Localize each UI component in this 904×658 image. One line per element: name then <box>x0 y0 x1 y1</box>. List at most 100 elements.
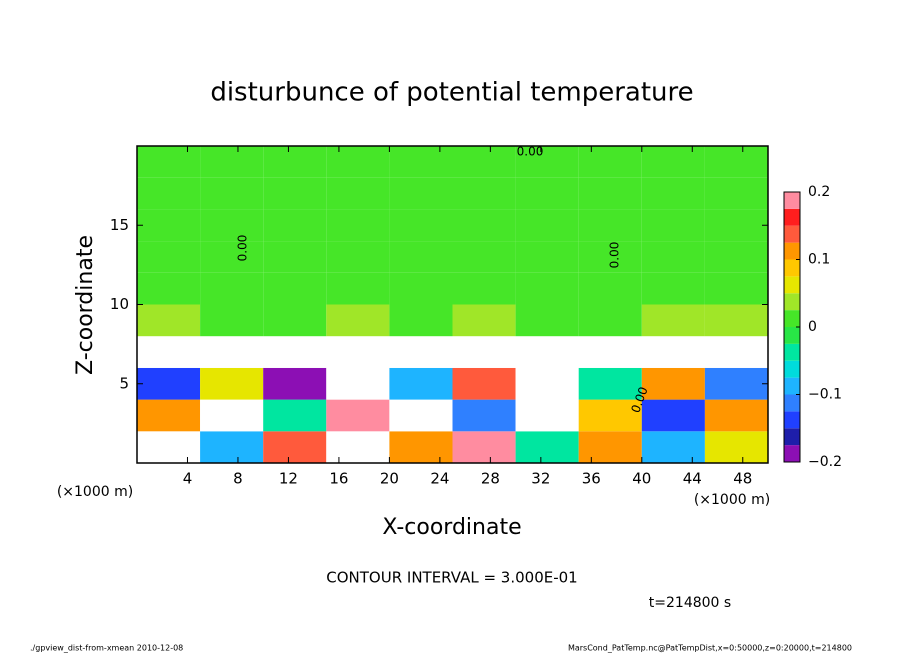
footer-right: MarsCond_PatTemp.nc@PatTempDist,x=0:5000… <box>568 644 852 653</box>
heatmap-cell <box>326 367 390 400</box>
chart-title: disturbunce of potential temperature <box>210 78 693 108</box>
heatmap-cell <box>137 431 201 463</box>
x-tick-label: 20 <box>380 470 399 488</box>
heatmap-cell <box>704 241 768 273</box>
heatmap-cell <box>578 241 642 273</box>
heatmap-cell <box>515 431 579 463</box>
heatmap-cell <box>452 209 516 242</box>
x-tick-label: 40 <box>632 470 651 488</box>
heatmap-cell <box>641 399 705 432</box>
heatmap-cell <box>389 304 453 337</box>
x-tick-label: 12 <box>279 470 298 488</box>
heatmap-cell <box>704 209 768 242</box>
colorbar-segment <box>784 259 800 277</box>
heatmap-cell <box>326 146 390 178</box>
heatmap-cell <box>137 177 201 210</box>
heatmap-cell <box>389 241 453 273</box>
heatmap-cell <box>452 431 516 463</box>
heatmap-cell <box>326 399 390 432</box>
y-tick-label: 15 <box>110 216 129 234</box>
heatmap-cell <box>452 399 516 432</box>
x-tick-label: 24 <box>430 470 449 488</box>
heatmap-cell <box>200 272 264 305</box>
x-tick-label: 44 <box>683 470 702 488</box>
heatmap-cell <box>200 241 264 273</box>
colorbar-segment <box>784 208 800 226</box>
heatmap-cell <box>641 431 705 463</box>
y-axis-label: Z-coordinate <box>73 235 98 375</box>
heatmap-cell <box>389 431 453 463</box>
colorbar-segment <box>784 445 800 462</box>
heatmap-cell <box>515 367 579 400</box>
y-tick-label: 10 <box>110 295 129 313</box>
x-tick-label: 36 <box>582 470 601 488</box>
heatmap-cell <box>704 367 768 400</box>
colorbar-segment <box>784 293 800 311</box>
colorbar-segment <box>784 394 800 412</box>
heatmap-cell <box>200 304 264 337</box>
colorbar-segment <box>784 276 800 294</box>
heatmap-cell <box>326 431 390 463</box>
heatmap-cell <box>326 272 390 305</box>
contour-label: 0.00 <box>608 242 622 269</box>
heatmap-cell <box>452 272 516 305</box>
heatmap-cell <box>326 304 390 337</box>
heatmap-cell <box>578 431 642 463</box>
heatmap-cell <box>326 336 390 368</box>
heatmap-cell <box>389 209 453 242</box>
colorbar-segment <box>784 225 800 243</box>
heatmap-cell <box>704 431 768 463</box>
x-tick-label: 28 <box>481 470 500 488</box>
heatmap-cell <box>641 209 705 242</box>
colorbar-segment <box>784 343 800 361</box>
heatmap-cell <box>200 177 264 210</box>
colorbar-tick-label: 0 <box>808 319 817 335</box>
colorbar-segment <box>784 242 800 260</box>
heatmap-cell <box>326 177 390 210</box>
heatmap-cell <box>578 146 642 178</box>
y-tick-label: 5 <box>119 374 129 392</box>
heatmap-cell <box>578 367 642 400</box>
colorbar-segment <box>784 360 800 378</box>
heatmap-cell <box>389 177 453 210</box>
heatmap-cell <box>515 209 579 242</box>
heatmap-cell <box>137 146 201 178</box>
heatmap-cell <box>137 241 201 273</box>
heatmap-cell <box>578 209 642 242</box>
heatmap-cell <box>452 146 516 178</box>
heatmap-cell <box>263 399 327 432</box>
heatmap-cell <box>452 241 516 273</box>
heatmap-cell <box>200 431 264 463</box>
heatmap-cell <box>137 336 201 368</box>
heatmap-cell <box>137 272 201 305</box>
heatmap-cell <box>263 209 327 242</box>
heatmap-cell <box>263 272 327 305</box>
heatmap-cell <box>452 367 516 400</box>
heatmap-cell <box>137 304 201 337</box>
contour-label: 0.00 <box>517 145 544 159</box>
heatmap-cell <box>389 272 453 305</box>
heatmap-cell <box>263 241 327 273</box>
x-unit: (×1000 m) <box>694 492 770 508</box>
colorbar-tick-label: 0.2 <box>808 184 830 200</box>
heatmap-cell <box>452 336 516 368</box>
heatmap-cell <box>200 336 264 368</box>
x-tick-label: 4 <box>183 470 193 488</box>
heatmap-cell <box>200 146 264 178</box>
heatmap-cell <box>263 336 327 368</box>
heatmap-cell <box>704 146 768 178</box>
heatmap-cell <box>515 304 579 337</box>
heatmap-cell <box>578 304 642 337</box>
colorbar-segment <box>784 192 800 209</box>
heatmap-cell <box>641 241 705 273</box>
heatmap-cell <box>704 399 768 432</box>
heatmap-cell <box>641 146 705 178</box>
heatmap-cell <box>200 399 264 432</box>
colorbar-tick-label: 0.1 <box>808 252 830 268</box>
heatmap-cell <box>137 367 201 400</box>
contour-interval: CONTOUR INTERVAL = 3.000E-01 <box>326 569 577 587</box>
heatmap-cell <box>641 272 705 305</box>
heatmap-cell <box>452 304 516 337</box>
heatmap-cell <box>452 177 516 210</box>
colorbar-segment <box>784 428 800 446</box>
